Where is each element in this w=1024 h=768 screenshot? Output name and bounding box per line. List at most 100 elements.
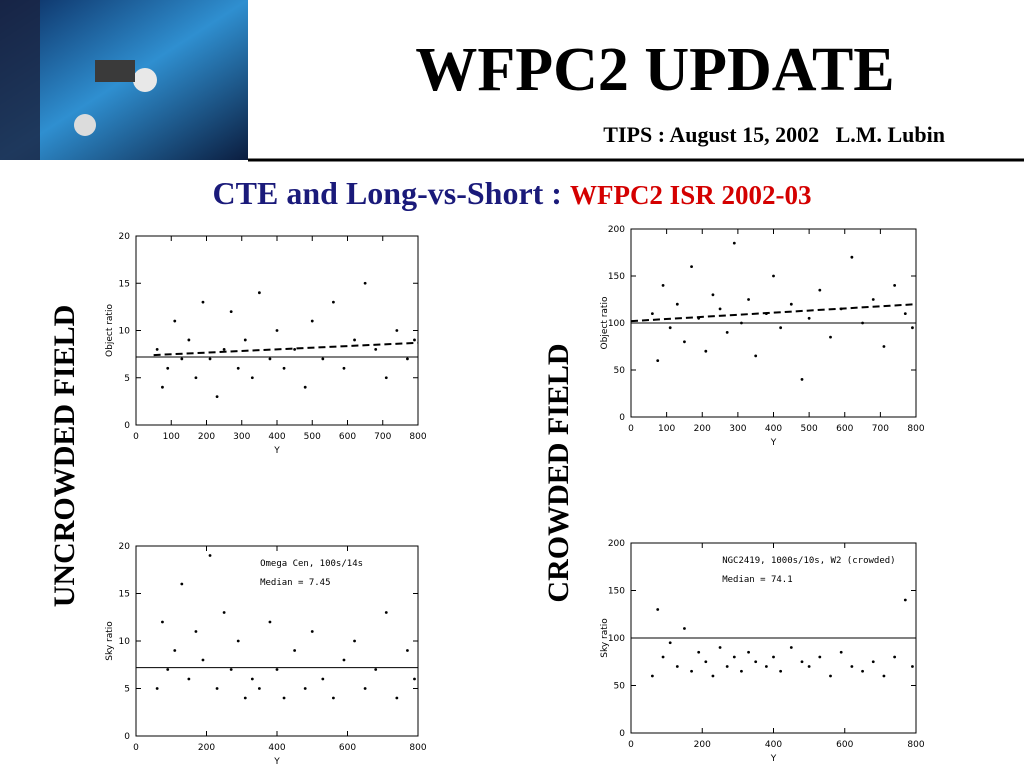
- point: [893, 284, 897, 287]
- y-tick-label: 0: [124, 732, 130, 742]
- x-axis-label: Y: [273, 446, 280, 456]
- point: [818, 288, 822, 292]
- point: [656, 608, 660, 611]
- point: [668, 326, 672, 330]
- point: [661, 284, 665, 287]
- point: [194, 376, 198, 380]
- point: [413, 338, 416, 342]
- point: [406, 649, 409, 652]
- point: [342, 366, 346, 370]
- x-tick-label: 800: [907, 740, 924, 750]
- chart: 0 100 200 300 400 500 600 700 800 0 50 100 150 200 Y Ob…: [600, 225, 925, 448]
- point: [161, 385, 164, 389]
- y-tick-label: 15: [119, 590, 130, 600]
- y-tick-label: 50: [614, 366, 626, 376]
- y-axis-label: Object ratio: [105, 304, 115, 357]
- x-tick-label: 200: [694, 424, 711, 434]
- point: [332, 696, 335, 700]
- x-tick-label: 600: [836, 424, 853, 434]
- point: [732, 241, 736, 245]
- point: [882, 345, 886, 348]
- fit-line: [630, 303, 917, 323]
- y-tick-label: 100: [608, 634, 625, 644]
- point: [650, 312, 654, 315]
- x-tick-label: 400: [765, 740, 782, 750]
- point: [871, 298, 875, 301]
- point: [201, 300, 205, 304]
- point: [789, 302, 793, 306]
- point: [772, 655, 775, 659]
- annotation: Median = 7.45: [260, 578, 330, 588]
- point: [243, 338, 247, 342]
- point: [282, 696, 286, 700]
- point: [161, 620, 164, 624]
- point: [374, 668, 378, 671]
- heading-reference: WFPC2 ISR 2002-03: [570, 180, 812, 210]
- point: [839, 650, 843, 654]
- point: [725, 331, 729, 334]
- row-label: CROWDED FIELD: [542, 343, 575, 602]
- point: [650, 674, 654, 678]
- point: [668, 641, 672, 645]
- point: [740, 669, 743, 673]
- point: [754, 660, 758, 664]
- y-tick-label: 0: [619, 729, 625, 739]
- point: [413, 677, 416, 681]
- point: [363, 687, 367, 690]
- y-axis-label: Object ratio: [600, 296, 610, 349]
- annotation: Omega Cen, 100s/14s: [260, 559, 363, 569]
- point: [250, 677, 254, 681]
- x-axis-label: Y: [273, 757, 280, 767]
- point: [384, 611, 388, 614]
- point: [911, 665, 914, 668]
- point: [166, 366, 170, 370]
- point: [800, 660, 804, 664]
- point: [208, 357, 212, 361]
- point: [342, 658, 346, 662]
- point: [697, 650, 701, 654]
- y-tick-label: 20: [119, 542, 131, 552]
- point: [303, 687, 307, 690]
- point: [661, 655, 665, 659]
- point: [173, 319, 177, 323]
- point: [363, 281, 367, 285]
- x-tick-label: 800: [409, 432, 426, 442]
- point: [818, 655, 822, 659]
- title: WFPC2 UPDATE: [415, 36, 894, 104]
- point: [690, 669, 693, 673]
- x-tick-label: 0: [133, 432, 139, 442]
- point: [384, 376, 388, 380]
- y-axis-label: Sky ratio: [600, 618, 610, 658]
- point: [201, 658, 205, 662]
- x-tick-label: 600: [339, 432, 356, 442]
- x-tick-label: 800: [907, 424, 924, 434]
- point: [215, 687, 219, 690]
- point: [268, 620, 272, 624]
- point: [903, 598, 907, 602]
- x-tick-label: 600: [836, 740, 853, 750]
- point: [711, 674, 715, 678]
- point: [850, 255, 854, 259]
- x-tick-label: 300: [233, 432, 250, 442]
- point: [236, 639, 240, 643]
- x-tick-label: 400: [765, 424, 782, 434]
- point: [310, 319, 314, 323]
- point: [779, 669, 783, 673]
- point: [871, 660, 875, 664]
- y-tick-label: 150: [608, 272, 625, 282]
- y-tick-label: 5: [124, 374, 130, 384]
- point: [353, 338, 356, 342]
- point: [718, 307, 722, 311]
- x-tick-label: 0: [628, 424, 634, 434]
- point: [180, 582, 184, 586]
- point: [704, 349, 708, 353]
- x-axis-label: Y: [770, 754, 777, 764]
- point: [275, 668, 279, 671]
- point: [268, 357, 272, 361]
- point: [229, 668, 233, 671]
- annotation: Median = 74.1: [722, 575, 792, 585]
- heading-text: CTE and Long-vs-Short :: [213, 175, 570, 211]
- point: [293, 348, 297, 351]
- x-tick-label: 200: [198, 432, 215, 442]
- y-tick-label: 10: [119, 327, 131, 337]
